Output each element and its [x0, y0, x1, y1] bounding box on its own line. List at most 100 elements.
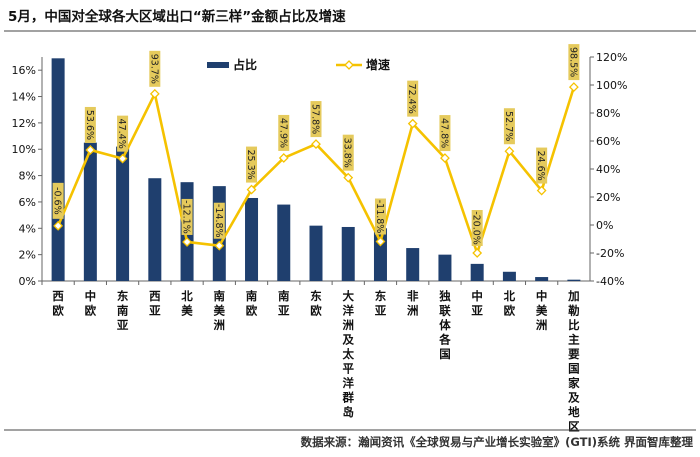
x-tick-label: 南欧: [246, 289, 258, 318]
data-label: 47.8%: [438, 118, 449, 148]
legend-label: 占比: [233, 57, 257, 72]
line-point: [278, 153, 289, 163]
data-label: -11.8%: [374, 200, 385, 234]
data-label-bg: [407, 80, 419, 117]
data-label: 98.5%: [567, 47, 578, 77]
x-tick-label: 中亚: [471, 289, 483, 318]
data-label: -0.6%: [52, 187, 63, 215]
legend-swatch-bar: [207, 62, 229, 68]
data-label-group: 52.7%: [503, 108, 515, 145]
line-point: [149, 88, 160, 99]
data-label-group: 24.6%: [535, 147, 548, 184]
data-label-group: 33.8%: [342, 134, 354, 171]
data-label: 93.7%: [148, 54, 159, 84]
x-tick-label: 北欧: [504, 289, 516, 318]
data-label-group: 47.8%: [438, 115, 451, 152]
line-point: [472, 248, 483, 258]
left-tick-label: 2%: [19, 249, 36, 262]
x-tick-label: 独联体各国: [438, 289, 451, 361]
data-label-bg: [536, 147, 548, 184]
x-tick-label: 中欧: [85, 289, 97, 318]
data-label: 52.7%: [503, 111, 514, 141]
bar: [309, 225, 323, 281]
line-point: [182, 237, 192, 247]
data-label-group: 72.4%: [406, 80, 419, 117]
data-label-bg: [310, 101, 322, 138]
data-label-bg: [471, 210, 483, 246]
data-label: -20.0%: [471, 211, 482, 245]
data-label-bg: [342, 134, 354, 171]
data-label-bg: [149, 50, 161, 87]
right-tick-label: 0%: [596, 219, 613, 232]
left-tick-label: 14%: [12, 91, 36, 104]
x-tick-label: 南美洲: [214, 289, 226, 332]
right-tick-label: 60%: [596, 135, 620, 148]
bar: [502, 271, 516, 281]
line-point: [536, 185, 547, 196]
data-label-bg: [181, 198, 193, 235]
legend: 占比 增速: [207, 57, 390, 72]
data-label: -14.8%: [213, 204, 224, 238]
data-label-group: 25.3%: [245, 146, 258, 183]
bar: [373, 228, 387, 281]
data-label: 47.4%: [116, 119, 127, 149]
left-tick-label: 10%: [12, 143, 36, 156]
data-label-group: 98.5%: [567, 44, 580, 81]
line-point: [246, 184, 257, 195]
line-point: [311, 139, 321, 149]
bar: [470, 263, 484, 281]
data-label: 47.9%: [277, 118, 288, 148]
x-tick-label: 西欧: [52, 289, 64, 318]
right-tick-label: -40%: [596, 275, 624, 288]
x-tick-label: 非洲: [407, 289, 419, 318]
right-tick-label: 80%: [596, 107, 620, 120]
data-label-bg: [568, 44, 580, 81]
chart-title: 5月，中国对全球各大区域出口“新三样”金额占比及增速: [8, 8, 346, 25]
data-label-bg: [439, 115, 451, 152]
line-point: [568, 82, 579, 93]
line-point: [375, 236, 386, 247]
data-label-bg: [374, 198, 386, 235]
right-tick-label: 120%: [596, 51, 627, 64]
bar: [535, 277, 549, 281]
left-tick-label: 6%: [19, 196, 36, 209]
bar: [51, 58, 65, 282]
x-tick-label: 北美: [181, 289, 193, 318]
right-tick-label: 100%: [596, 79, 627, 92]
data-label-group: -20.0%: [471, 210, 483, 246]
data-label: 25.3%: [245, 149, 256, 179]
data-label-bg: [278, 114, 290, 151]
line-point: [53, 220, 64, 231]
data-label: 33.8%: [342, 138, 353, 168]
x-tick-label: 东亚: [375, 289, 387, 318]
data-label-bg: [84, 106, 96, 143]
data-label-group: -0.6%: [52, 182, 64, 219]
bar: [438, 254, 452, 281]
bar: [567, 279, 581, 281]
left-tick-label: 16%: [12, 64, 36, 77]
x-tick-label: 南亚: [278, 289, 290, 318]
line-point: [117, 153, 128, 164]
bar: [148, 178, 162, 281]
plot-area: 0% 2% 4% 6% 8% 10% 12% 14% 16% -40% -20% 0% 20% 40% 60…: [12, 44, 627, 434]
data-label-bg: [503, 108, 515, 145]
left-tick-label: 8%: [19, 170, 36, 183]
line-point: [440, 153, 450, 163]
bar: [245, 197, 259, 281]
data-label: 24.6%: [535, 150, 546, 180]
line-point: [504, 146, 515, 157]
data-label-group: 93.7%: [148, 50, 161, 87]
data-label-group: -12.1%: [181, 198, 193, 235]
x-tick-label: 东欧: [310, 289, 322, 318]
data-label: 57.8%: [310, 104, 321, 134]
source-note: 数据来源：瀚闻资讯《全球贸易与产业增长实验室》(GTI)系统 界面智库整理: [301, 435, 694, 449]
data-label-group: 53.6%: [84, 106, 96, 143]
x-tick-label: 中美洲: [536, 289, 548, 332]
bar: [277, 204, 291, 281]
data-label: 53.6%: [84, 110, 95, 140]
left-tick-label: 12%: [12, 117, 36, 130]
data-label-group: 47.9%: [277, 114, 290, 151]
right-tick-label: 40%: [596, 163, 620, 176]
bar: [341, 226, 355, 281]
